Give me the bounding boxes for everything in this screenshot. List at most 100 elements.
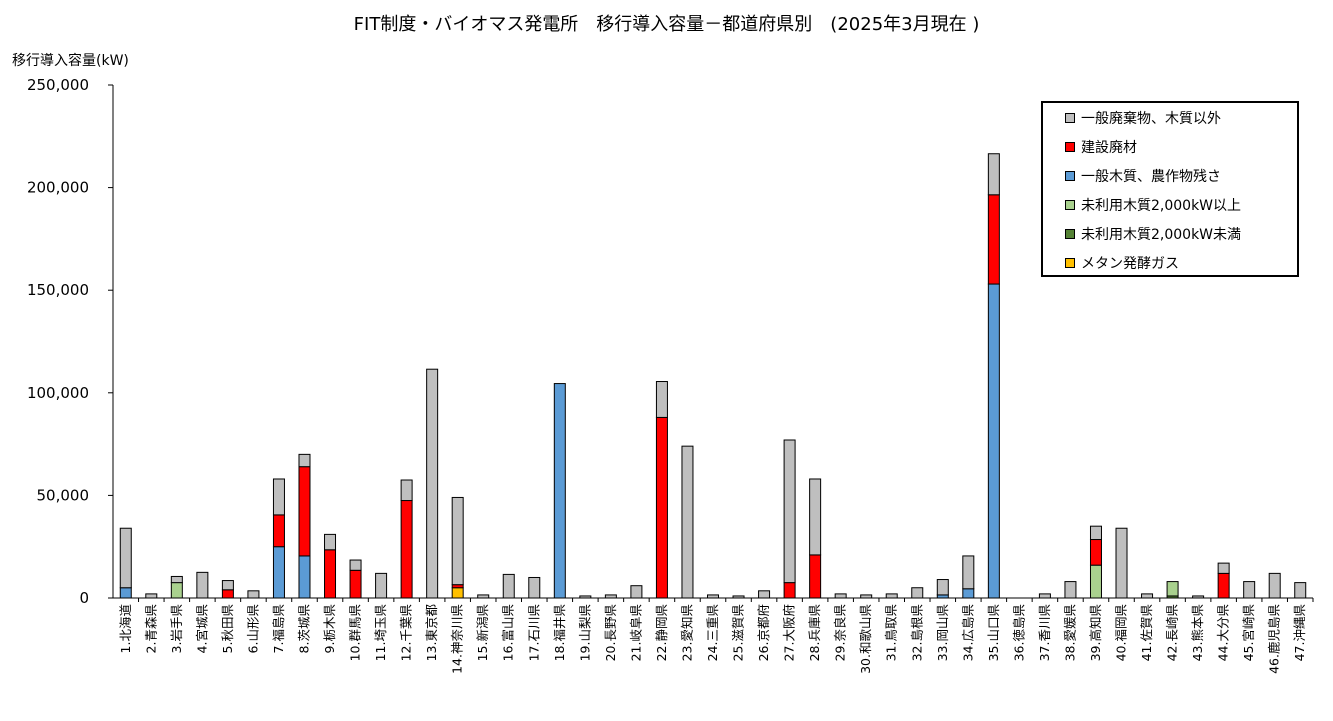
- bar-segment: [911, 587, 924, 599]
- x-category-label: 43.熊本県: [1190, 604, 1205, 661]
- x-category-label: 34.広島県: [960, 604, 975, 661]
- bar-segment: [451, 496, 464, 586]
- legend-label: 一般廃棄物、木質以外: [1081, 111, 1221, 127]
- bar-segment: [1217, 562, 1230, 574]
- bar-segment: [809, 478, 822, 556]
- x-category-label: 1.北海道: [118, 604, 133, 654]
- x-category-label: 47.沖縄県: [1292, 604, 1307, 661]
- x-category-label: 36.徳島県: [1011, 604, 1026, 661]
- legend-label: メタン発酵ガス: [1081, 256, 1179, 272]
- bar-segment: [324, 549, 337, 599]
- legend-item: 未利用木質2,000kW未満: [1065, 224, 1241, 244]
- legend-label: 一般木質、農作物残さ: [1081, 169, 1221, 185]
- legend-label: 建設廃材: [1081, 140, 1137, 156]
- bar-segment: [962, 555, 975, 590]
- x-category-label: 37.香川県: [1037, 604, 1052, 661]
- bar-segment: [119, 587, 132, 599]
- x-category-label: 33.岡山県: [935, 604, 950, 661]
- y-tick-label: 150,000: [27, 281, 89, 299]
- x-category-label: 39.高知県: [1088, 604, 1103, 661]
- x-category-label: 42.長崎県: [1165, 604, 1180, 661]
- bar-segment: [400, 500, 413, 599]
- bar-segment: [936, 579, 949, 596]
- bar-segment: [962, 588, 975, 599]
- x-category-label: 24.三重県: [705, 604, 720, 661]
- y-tick-label: 100,000: [27, 384, 89, 402]
- bar-segment: [221, 580, 234, 591]
- x-category-label: 11.埼玉県: [373, 604, 388, 661]
- x-category-label: 2.青森県: [143, 604, 158, 653]
- legend-item: メタン発酵ガス: [1065, 253, 1179, 273]
- x-category-label: 40.福岡県: [1114, 604, 1129, 661]
- bar-segment: [655, 416, 668, 599]
- bar-segment: [170, 575, 183, 584]
- bar-segment: [1115, 527, 1128, 599]
- x-category-label: 15.新潟県: [475, 604, 490, 661]
- x-category-label: 12.千葉県: [399, 604, 414, 661]
- bar-segment: [170, 582, 183, 599]
- bar-segment: [1064, 581, 1077, 599]
- legend-item: 未利用木質2,000kW以上: [1065, 195, 1241, 215]
- bar-segment: [272, 514, 285, 548]
- bar-segment: [758, 590, 771, 599]
- bar-segment: [630, 585, 643, 599]
- bar-segment: [1038, 593, 1051, 599]
- y-tick-label: 50,000: [37, 486, 90, 504]
- x-category-label: 9.栃木県: [322, 604, 337, 653]
- x-category-label: 21.岐阜県: [628, 604, 643, 661]
- bar-segment: [783, 439, 796, 584]
- bar-segment: [783, 582, 796, 599]
- legend-swatch: [1065, 200, 1075, 210]
- legend-label: 未利用木質2,000kW未満: [1081, 227, 1242, 243]
- x-category-label: 32.島根県: [909, 604, 924, 661]
- x-category-label: 3.岩手県: [169, 604, 184, 653]
- bar-segment: [119, 527, 132, 589]
- x-category-label: 26.京都府: [756, 604, 771, 661]
- bar-segment: [987, 153, 1000, 196]
- bar-segment: [528, 576, 541, 599]
- bar-segment: [987, 194, 1000, 285]
- bar-segment: [502, 573, 515, 599]
- x-category-label: 35.山口県: [986, 604, 1001, 661]
- x-category-label: 18.福井県: [552, 604, 567, 661]
- x-category-label: 31.鳥取県: [884, 604, 899, 661]
- bar-segment: [1089, 564, 1102, 599]
- chart-title: FIT制度・バイオマス発電所 移行導入容量－都道府県別 (2025年3月現在 ): [353, 14, 980, 35]
- x-category-label: 14.神奈川県: [450, 604, 465, 674]
- bar-segment: [885, 593, 898, 599]
- bars-layer: [119, 153, 1307, 599]
- bar-segment: [809, 554, 822, 599]
- x-category-label: 20.長野県: [603, 604, 618, 661]
- bar-segment: [655, 381, 668, 418]
- x-category-label: 5.秋田県: [220, 604, 235, 653]
- bar-segment: [1268, 572, 1281, 599]
- legend-swatch: [1065, 258, 1075, 268]
- x-category-label: 10.群馬県: [348, 604, 363, 661]
- x-category-label: 30.和歌山県: [858, 604, 873, 674]
- y-tick-labels: 0 50,000 100,000 150,000 200,000 250,000: [27, 76, 89, 607]
- legend-swatch: [1065, 142, 1075, 152]
- bar-segment: [375, 572, 388, 599]
- bar-segment: [145, 593, 158, 599]
- bar-segment: [272, 546, 285, 599]
- bar-segment: [1141, 593, 1154, 599]
- chart-legend: 一般廃棄物、木質以外 建設廃材一般木質、農作物残さ未利用木質2,000kW以上 未利…: [1041, 101, 1299, 277]
- bar-segment: [298, 453, 311, 468]
- legend-item: 一般廃棄物、木質以外: [1065, 108, 1221, 128]
- x-category-label: 25.滋賀県: [731, 604, 746, 661]
- x-category-label: 8.茨城県: [296, 604, 311, 653]
- x-category-label: 41.佐賀県: [1139, 604, 1154, 661]
- x-category-label: 45.宮崎県: [1241, 604, 1256, 661]
- bar-segment: [272, 478, 285, 516]
- x-category-label: 29.奈良県: [833, 604, 848, 661]
- x-category-label: 38.愛媛県: [1062, 604, 1077, 661]
- bar-segment: [349, 559, 362, 571]
- legend-item: 一般木質、農作物残さ: [1065, 166, 1221, 186]
- bar-segment: [553, 383, 566, 599]
- bar-segment: [987, 283, 1000, 599]
- x-category-labels: 1.北海道 2.青森県 3.岩手県 4.宮城県 5.秋田県 6.山形県 7.福島県 8.茨城県…: [118, 604, 1307, 674]
- legend-label: 未利用木質2,000kW以上: [1081, 198, 1242, 214]
- y-axis-label: 移行導入容量(kW): [12, 53, 129, 69]
- bar-segment: [221, 589, 234, 599]
- x-category-label: 23.愛知県: [679, 604, 694, 661]
